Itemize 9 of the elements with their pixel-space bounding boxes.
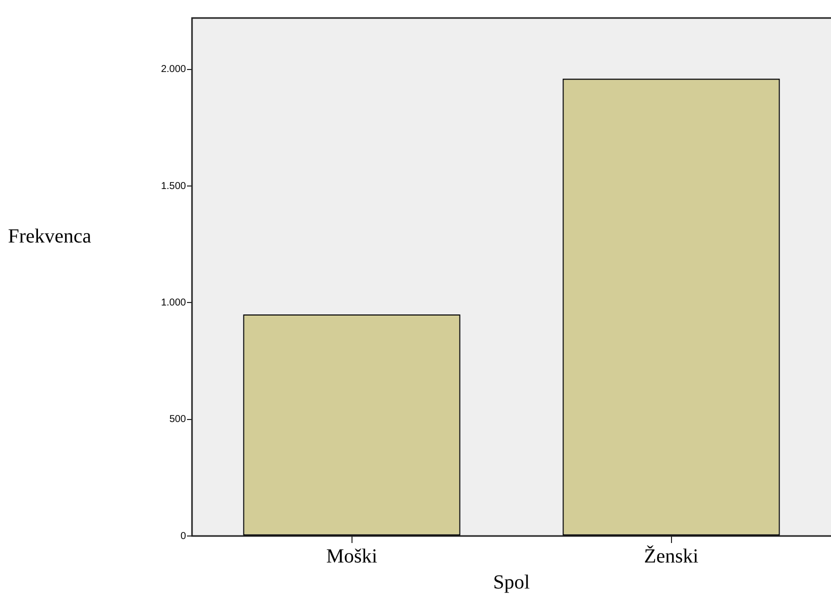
x-tick-label: Ženski: [644, 544, 699, 568]
y-tick-label: 500: [169, 414, 186, 426]
y-tick-label: 0: [180, 530, 186, 542]
y-tick-label: 2.000: [160, 64, 186, 76]
y-tick-label: 1.000: [160, 297, 186, 308]
y-tick-label: 1.500: [160, 180, 186, 192]
x-tick-label: Moški: [326, 545, 378, 568]
x-axis-title: Spol: [493, 571, 530, 594]
y-axis-title: Frekvenca: [8, 225, 92, 248]
